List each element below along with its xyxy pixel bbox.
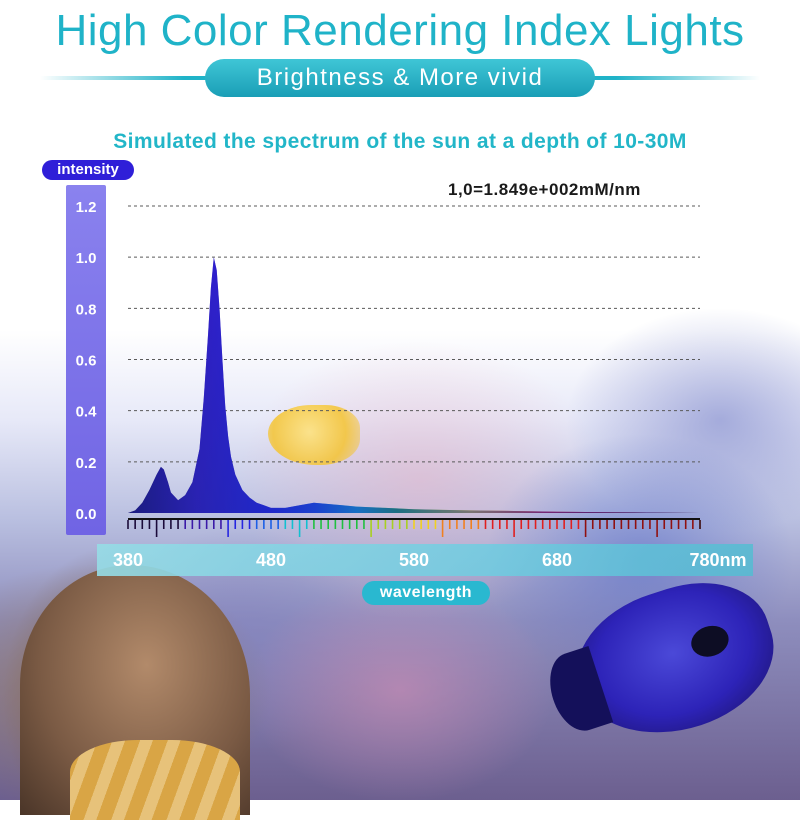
x-tick-label: 380 — [113, 550, 143, 570]
unit-note: 1,0=1.849e+002mM/nm — [448, 180, 641, 199]
y-tick-label: 0.0 — [76, 506, 97, 523]
chart-title: Simulated the spectrum of the sun at a d… — [113, 130, 687, 153]
y-tick-label: 0.4 — [76, 404, 98, 421]
y-axis-strip — [66, 185, 106, 535]
y-tick-label: 1.2 — [76, 199, 97, 216]
spectrum-peak-shade — [128, 257, 700, 513]
y-tick-label: 0.6 — [76, 353, 97, 370]
y-tick-label: 1.0 — [76, 250, 97, 267]
x-tick-label: 680 — [542, 550, 572, 570]
wavelength-band — [97, 544, 753, 576]
y-tick-label: 0.2 — [76, 455, 97, 472]
x-tick-label: 480 — [256, 550, 286, 570]
y-axis-label: intensity — [42, 160, 134, 180]
subtitle-pill: Brightness & More vivid — [205, 59, 595, 97]
spectrum-chart: 0.0 0.2 0.4 0.6 0.8 1.0 1.2 380 480 580 680 780nm — [76, 199, 746, 570]
x-tick-label: 580 — [399, 550, 429, 570]
x-axis-label: wavelength — [362, 581, 490, 605]
page-title: High Color Rendering Index Lights — [55, 6, 745, 55]
y-tick-label: 0.8 — [76, 301, 97, 318]
yellow-tang-fish — [268, 405, 360, 465]
x-tick-label: 780nm — [689, 550, 746, 570]
